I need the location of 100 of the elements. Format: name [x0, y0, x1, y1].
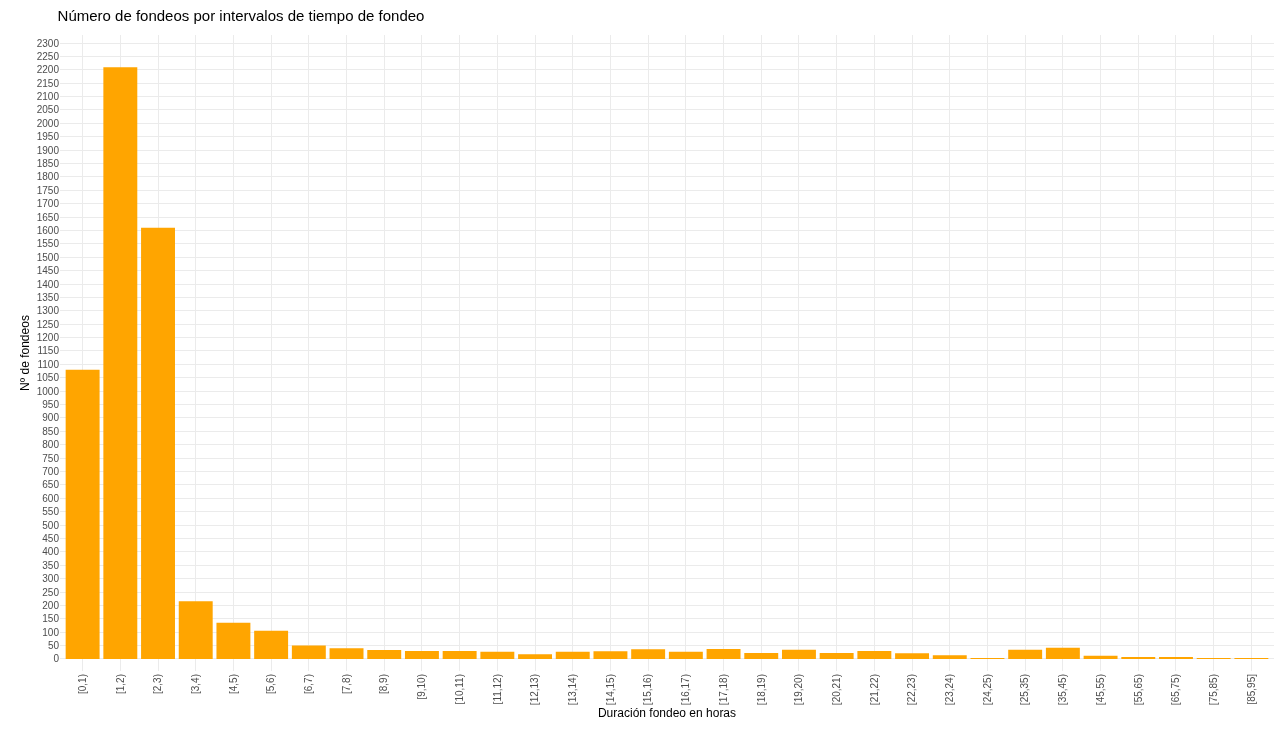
y-tick-label: 1900 — [36, 144, 60, 156]
y-tick-label: 900 — [42, 412, 60, 424]
x-tick-label: [9,10) — [416, 674, 428, 700]
x-tick-label: [5,6) — [265, 674, 277, 695]
x-tick-label: [23,24) — [944, 674, 956, 706]
bar — [819, 653, 854, 659]
bar — [857, 650, 892, 659]
bar — [103, 67, 138, 659]
x-tick-label: [25,35) — [1019, 674, 1031, 706]
bar — [65, 369, 100, 659]
y-tick-label: 700 — [42, 466, 60, 477]
y-tick-label: 450 — [42, 532, 60, 544]
x-tick-label: [4,5) — [227, 674, 239, 695]
x-tick-label: [20,21) — [830, 674, 842, 706]
y-tick-label: 1250 — [36, 318, 60, 330]
x-tick-label: [11,12) — [491, 674, 503, 705]
bar — [932, 655, 967, 659]
y-tick-label: 2100 — [36, 91, 60, 103]
x-tick-label: [19,20) — [793, 674, 805, 706]
y-tick-label: 1550 — [36, 238, 60, 250]
x-tick-label: [6,7) — [303, 674, 315, 695]
x-tick-label: [10,11) — [453, 674, 465, 705]
x-tick-label: [17,18) — [717, 674, 729, 706]
x-tick-label: [15,16) — [642, 674, 654, 706]
bar — [216, 622, 251, 659]
y-tick-label: 1850 — [36, 158, 60, 170]
y-tick-label: 1650 — [36, 211, 60, 223]
y-tick-label: 500 — [42, 519, 60, 531]
y-tick-label: 600 — [42, 492, 60, 504]
bar — [781, 649, 816, 659]
y-tick-label: 2150 — [36, 77, 60, 89]
y-tick-label: 2050 — [36, 104, 60, 116]
y-tick-label: 650 — [42, 479, 60, 491]
bar — [1083, 655, 1118, 659]
x-tick-label: [14,15) — [604, 674, 616, 706]
y-axis-title: Nº de fondeos — [18, 315, 33, 391]
x-tick-label: [1,2) — [114, 674, 126, 695]
y-tick-label: 350 — [42, 559, 60, 571]
y-tick-label: 1150 — [37, 345, 60, 357]
bar — [367, 650, 402, 659]
y-tick-label: 1000 — [36, 385, 60, 397]
y-tick-label: 0 — [53, 653, 60, 665]
y-tick-label: 1400 — [36, 278, 60, 290]
y-tick-label: 800 — [42, 439, 60, 451]
y-tick-label: 200 — [42, 599, 60, 611]
x-tick-label: [0,1) — [76, 674, 88, 695]
y-tick-label: 400 — [42, 546, 60, 558]
bar — [1045, 647, 1080, 659]
bar — [706, 649, 741, 659]
y-tick-label: 1800 — [36, 171, 60, 183]
y-tick-label: 750 — [42, 452, 60, 464]
bar — [518, 654, 553, 659]
bar — [1008, 649, 1043, 659]
y-tick-label: 2000 — [36, 117, 60, 129]
y-tick-label: 2300 — [36, 37, 60, 49]
bar — [178, 601, 213, 659]
bar — [404, 650, 439, 659]
y-tick-label: 1600 — [36, 224, 60, 236]
y-tick-label: 1350 — [36, 291, 60, 303]
y-tick-label: 1050 — [36, 372, 60, 384]
bar — [631, 649, 666, 659]
bar — [442, 650, 477, 659]
x-tick-label: [21,22) — [868, 674, 880, 706]
bar — [329, 648, 364, 659]
y-tick-label: 950 — [42, 399, 60, 411]
x-tick-label: [13,14) — [567, 674, 578, 706]
y-tick-label: 150 — [42, 613, 60, 625]
y-tick-label: 1700 — [36, 198, 60, 210]
y-tick-label: 2200 — [36, 64, 60, 76]
x-tick-label: [24,25) — [981, 674, 993, 706]
y-tick-label: 1100 — [37, 358, 60, 370]
bar — [895, 653, 930, 659]
y-tick-label: 1450 — [36, 265, 60, 277]
bar — [291, 645, 326, 659]
y-tick-label: 50 — [47, 640, 60, 652]
x-tick-label: [75,85) — [1207, 674, 1219, 706]
x-tick-label: [45,55) — [1094, 674, 1106, 706]
x-tick-label: [7,8) — [340, 674, 352, 695]
x-tick-label: [18,19) — [755, 674, 767, 706]
y-tick-label: 1750 — [36, 184, 60, 196]
x-tick-label: [65,75) — [1170, 674, 1182, 706]
x-tick-label: [16,17) — [680, 674, 692, 706]
y-tick-label: 100 — [42, 626, 60, 638]
bar — [254, 630, 289, 659]
y-tick-label: 2250 — [36, 50, 60, 62]
x-tick-label: [3,4) — [189, 674, 201, 695]
chart-title: Número de fondeos por intervalos de tiempo de fondeo — [57, 7, 425, 25]
y-tick-label: 850 — [42, 425, 60, 437]
y-tick-label: 1950 — [36, 131, 60, 143]
y-tick-label: 550 — [42, 506, 60, 518]
x-tick-label: [8,9) — [378, 674, 390, 695]
x-tick-label: [35,45) — [1057, 674, 1069, 706]
bar — [480, 651, 515, 659]
x-tick-label: [12,13) — [529, 674, 541, 706]
y-tick-label: 250 — [42, 586, 60, 598]
bar — [555, 651, 590, 659]
y-tick-label: 300 — [42, 573, 60, 585]
bar — [141, 227, 175, 659]
bar — [668, 651, 703, 659]
x-tick-label: [85,95] — [1245, 673, 1257, 705]
